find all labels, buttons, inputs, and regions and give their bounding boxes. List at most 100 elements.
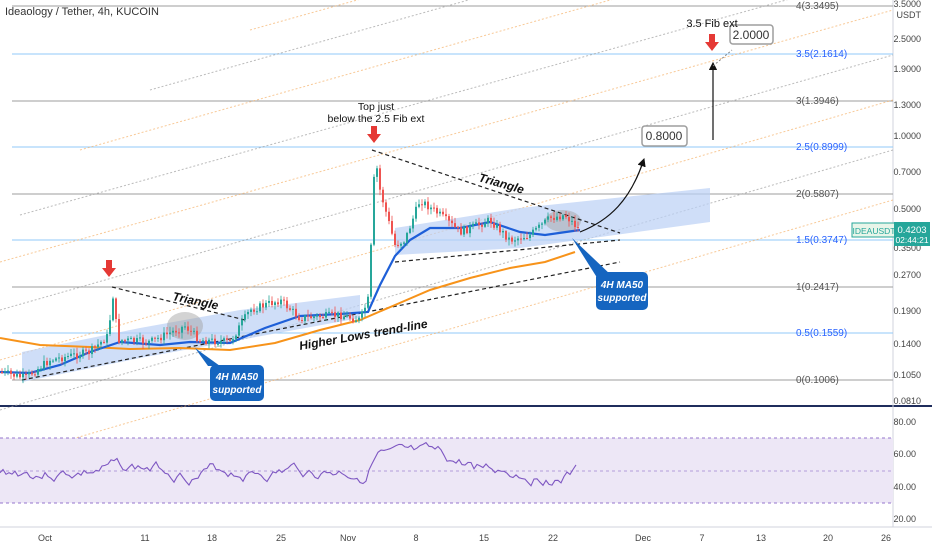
candle-body <box>391 221 393 234</box>
candle-body <box>568 217 570 222</box>
candle-body <box>316 315 318 317</box>
candle-body <box>85 349 87 351</box>
candle-body <box>367 296 369 308</box>
candle-body <box>79 355 81 359</box>
candle-body <box>295 308 297 317</box>
candle-body <box>256 311 258 313</box>
candle-body <box>19 373 21 378</box>
candle-body <box>61 357 63 362</box>
candle-body <box>481 224 483 227</box>
candle-body <box>31 372 33 375</box>
top-note-line2: below the 2.5 Fib ext <box>328 113 425 125</box>
candle-body <box>124 340 126 342</box>
candle-body <box>253 309 255 312</box>
candle-body <box>25 373 27 375</box>
rsi-tick: 20.00 <box>893 514 916 524</box>
candle-body <box>448 216 450 221</box>
time-tick: 15 <box>479 533 489 543</box>
fib-label: 2(0.5807) <box>796 189 839 200</box>
candle-body <box>310 316 312 319</box>
candle-body <box>433 207 435 209</box>
candle-body <box>121 340 123 343</box>
candle-body <box>40 368 42 370</box>
time-axis[interactable]: Oct 11 18 25 Nov 8 15 22 Dec 7 13 20 26 <box>38 533 891 543</box>
candle-body <box>517 238 519 241</box>
candle-body <box>196 330 198 342</box>
price-axis[interactable]: 3.5000 USDT 2.5000 1.9000 1.3000 1.0000 … <box>893 0 921 406</box>
ticker-label: IDEAUSDT <box>853 226 896 236</box>
candle-body <box>370 244 372 297</box>
candle-body <box>142 337 144 344</box>
candle-body <box>205 340 207 345</box>
candle-body <box>151 337 153 341</box>
top-note-line1: Top just <box>358 101 394 113</box>
candle-body <box>373 176 375 245</box>
candle-body <box>220 340 222 344</box>
rsi-axis[interactable]: 80.00 60.00 40.00 20.00 <box>893 417 916 524</box>
candle-body <box>7 370 9 372</box>
price-tick: 1.9000 <box>893 64 921 74</box>
trend-lines <box>21 149 621 381</box>
price-tick: 0.5000 <box>893 204 921 214</box>
candle-body <box>424 201 426 206</box>
candle-body <box>550 216 552 218</box>
rsi-tick: 40.00 <box>893 482 916 492</box>
candle-body <box>283 299 285 301</box>
candle-body <box>415 206 417 219</box>
rsi-tick: 60.00 <box>893 449 916 459</box>
candle-body <box>13 373 15 377</box>
candle-body <box>145 343 147 345</box>
ma50-callout-left: 4H MA50 supported <box>195 348 264 401</box>
candle-body <box>544 219 546 224</box>
candles <box>1 164 579 384</box>
candle-body <box>343 316 345 320</box>
candle-body <box>115 298 117 319</box>
fib-labels: 4(3.3495) 3.5(2.1614) 3(1.3946) 2.5(0.89… <box>796 1 847 386</box>
candle-body <box>382 189 384 203</box>
candle-body <box>577 227 579 229</box>
target-box-08: 0.8000 <box>641 125 688 147</box>
candle-body <box>436 207 438 214</box>
candle-body <box>460 227 462 235</box>
candle-body <box>406 232 408 243</box>
fib-ext-title: 3.5 Fib ext <box>686 18 737 30</box>
fib-label: 1(0.2417) <box>796 282 839 293</box>
candle-body <box>562 215 564 220</box>
candle-body <box>262 303 264 308</box>
ticker-badge: IDEAUSDT <box>851 222 897 238</box>
candle-body <box>181 326 183 333</box>
candle-body <box>229 339 231 341</box>
candle-body <box>103 341 105 343</box>
candle-body <box>298 316 300 321</box>
candle-body <box>559 216 561 220</box>
candle-body <box>418 204 420 207</box>
candle-body <box>22 373 24 378</box>
target-value-08: 0.8000 <box>646 129 683 143</box>
candle-body <box>397 244 399 246</box>
candle-body <box>130 337 132 339</box>
candle-body <box>73 353 75 355</box>
ma-left-line1: 4H MA50 <box>215 372 259 383</box>
time-tick: 20 <box>823 533 833 543</box>
fib-label: 2.5(0.8999) <box>796 142 847 153</box>
candle-body <box>451 220 453 224</box>
price-tick: 0.3500 <box>893 243 921 253</box>
candle-body <box>304 315 306 321</box>
candle-body <box>106 334 108 343</box>
candle-body <box>574 220 576 228</box>
candle-body <box>526 237 528 239</box>
candle-body <box>193 330 195 332</box>
fib-levels <box>12 5 893 381</box>
candle-body <box>538 224 540 228</box>
candle-body <box>91 346 93 355</box>
time-tick: 7 <box>699 533 704 543</box>
candle-body <box>511 237 513 242</box>
target-box-2: 2.0000 <box>729 24 774 45</box>
candle-body <box>457 226 459 228</box>
candle-body <box>202 340 204 342</box>
candle-body <box>478 222 480 225</box>
time-tick: 22 <box>548 533 558 543</box>
symbol-title[interactable]: Ideaology / Tether, 4h, KUCOIN <box>5 6 159 18</box>
candle-body <box>520 238 522 240</box>
